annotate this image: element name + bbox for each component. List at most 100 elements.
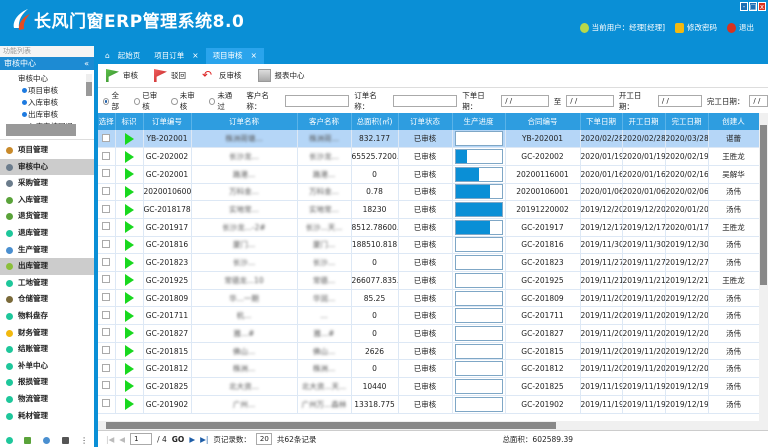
maximize-button[interactable]: □ [749, 2, 757, 11]
row-checkbox[interactable] [102, 151, 111, 160]
radio-approved[interactable]: 已审核 [133, 90, 163, 112]
select-cell[interactable] [98, 377, 116, 396]
row-checkbox[interactable] [102, 275, 111, 284]
table-row[interactable]: GC-201812 株洲... 株洲... 0 已审核 GC-201812 2019/11/… [98, 359, 759, 379]
table-row[interactable]: GC-2018178 实地常... 实地常... 18230 已审核 2019122000… [98, 200, 759, 219]
radio-unapproved[interactable]: 未审核 [171, 90, 200, 112]
next-page-button[interactable]: ▶ [189, 434, 196, 444]
column-header[interactable]: 下单日期 [580, 113, 623, 130]
logout-link[interactable]: 退出 [727, 22, 754, 33]
module-icon[interactable] [42, 436, 50, 444]
select-cell[interactable] [98, 130, 116, 149]
module-icon[interactable] [61, 436, 69, 444]
tree-hscrollbar[interactable] [6, 124, 76, 136]
row-checkbox[interactable] [102, 293, 111, 302]
row-checkbox[interactable] [102, 186, 111, 195]
table-row[interactable]: GC-201711 杭...... 0 已审核 GC-201711 2019/11/20 2… [98, 306, 759, 326]
column-header[interactable]: 总面积(㎡) [351, 113, 399, 130]
sidebar-item[interactable]: 结账管理 [0, 341, 94, 358]
tab-project-orders[interactable]: 项目订单 × [147, 48, 205, 64]
horizontal-scrollbar[interactable] [98, 421, 759, 430]
column-header[interactable]: 订单名称 [191, 113, 298, 130]
select-cell[interactable] [98, 342, 116, 361]
table-row[interactable]: GC-201815 佛山... 佛山... 2626 已审核 GC-201815 2019/… [98, 342, 759, 361]
approve-button[interactable]: 审核 [106, 69, 138, 82]
section-header[interactable]: 审核中心 « [0, 57, 94, 70]
table-row[interactable]: GC-201816 厦门... 厦门... 188510.818 已审核 GC-20181… [98, 236, 759, 255]
select-cell[interactable] [98, 395, 116, 414]
select-cell[interactable] [98, 236, 116, 255]
row-checkbox[interactable] [102, 363, 111, 372]
select-cell[interactable] [98, 147, 116, 166]
sidebar-item[interactable]: 审核中心 [0, 158, 94, 176]
close-tab-icon[interactable]: × [192, 51, 199, 60]
tree-item[interactable]: 入库审核 [6, 97, 94, 109]
column-header[interactable]: 选择 [98, 113, 116, 130]
last-page-button[interactable]: ▶| [200, 434, 209, 444]
table-row[interactable]: GC-202001 路港... 路港... 0 已审核 20200116001 2020/0… [98, 165, 759, 184]
sidebar-item[interactable]: 采购管理 [0, 175, 94, 192]
column-header[interactable]: 标识 [115, 113, 144, 130]
column-header[interactable]: 合同编号 [505, 113, 581, 130]
reject-button[interactable]: 驳回 [154, 69, 186, 82]
minimize-button[interactable]: - [740, 2, 748, 11]
sidebar-item[interactable]: 报损管理 [0, 374, 94, 391]
close-tab-icon[interactable]: × [250, 51, 257, 60]
select-cell[interactable] [98, 218, 116, 237]
table-row[interactable]: GC-201823 长沙... 长沙... 0 已审核 GC-201823 2019/11/… [98, 253, 759, 272]
tree-scrollbar[interactable] [86, 74, 92, 96]
row-checkbox[interactable] [102, 239, 111, 248]
sidebar-item[interactable]: 补单中心 [0, 358, 94, 375]
row-checkbox[interactable] [102, 257, 111, 266]
customer-input[interactable] [285, 95, 350, 107]
table-row[interactable]: GC-201925 常德龙...10 常德... 266077.835... 已审核 GC… [98, 271, 759, 290]
tree-item[interactable]: 项目审核 [6, 85, 94, 97]
row-checkbox[interactable] [102, 328, 111, 337]
table-row[interactable]: GC-201902 广州... 广州万...森林 13318.775 已审核 GC-201… [98, 395, 759, 414]
column-header[interactable]: 开工日期 [622, 113, 666, 130]
sidebar-item[interactable]: 工地管理 [0, 275, 94, 292]
table-row[interactable]: 20200106001 万科金... 万科金... 0.78 已审核 2020010600… [98, 183, 759, 202]
vertical-scrollbar[interactable] [759, 113, 768, 433]
sidebar-item[interactable]: 物流管理 [0, 391, 94, 408]
prev-page-button[interactable]: ◀ [119, 434, 126, 444]
table-row[interactable]: YB-202001 株洲荷塘... 株洲荷... 832.177 已审核 YB-20200… [98, 130, 759, 149]
sidebar-item[interactable]: 耗材管理 [0, 408, 94, 425]
table-row[interactable]: GC-201827 雅...# 雅...# 0 已审核 GC-201827 2019/11/… [98, 324, 759, 343]
close-button[interactable]: x [758, 2, 766, 11]
row-checkbox[interactable] [102, 399, 111, 408]
row-checkbox[interactable] [102, 169, 111, 178]
sidebar-item[interactable]: 项目管理 [0, 142, 94, 159]
select-cell[interactable] [98, 271, 116, 290]
start-date-input[interactable]: / / [657, 95, 702, 107]
select-cell[interactable] [98, 324, 116, 343]
select-cell[interactable] [98, 289, 116, 308]
tab-project-review[interactable]: 项目审核 × [205, 48, 264, 64]
table-row[interactable]: GC-202002 长沙龙... 长沙龙... 65525.7200... 已审核 GC-… [98, 147, 759, 166]
module-icon[interactable] [5, 436, 13, 444]
change-password-link[interactable]: 修改密码 [675, 22, 717, 33]
column-header[interactable]: 生产进度 [452, 113, 506, 130]
tree-root[interactable]: 审核中心 [18, 74, 48, 83]
order-name-input[interactable] [393, 95, 458, 107]
row-checkbox[interactable] [102, 346, 111, 355]
go-button[interactable]: GO [171, 434, 185, 444]
unapprove-button[interactable]: ↶ 反审核 [202, 69, 242, 82]
sidebar-item[interactable]: 物料盘存 [0, 308, 94, 325]
first-page-button[interactable]: |◀ [106, 434, 115, 444]
select-cell[interactable] [98, 306, 116, 326]
select-cell[interactable] [98, 200, 116, 219]
column-header[interactable]: 订单状态 [398, 113, 453, 130]
column-header[interactable]: 完工日期 [665, 113, 709, 130]
page-input[interactable]: 1 [130, 433, 153, 445]
column-header[interactable]: 订单编号 [143, 113, 192, 130]
report-center-button[interactable]: 报表中心 [257, 69, 305, 82]
sidebar-item[interactable]: 出库管理 [0, 258, 94, 275]
sidebar-item[interactable]: 退库管理 [0, 225, 94, 242]
select-cell[interactable] [98, 165, 116, 184]
select-cell[interactable] [98, 183, 116, 202]
select-cell[interactable] [98, 253, 116, 272]
tab-home[interactable]: ⌂ 起始页 [98, 48, 147, 64]
row-checkbox[interactable] [102, 310, 111, 319]
radio-rejected[interactable]: 未通过 [208, 90, 238, 112]
